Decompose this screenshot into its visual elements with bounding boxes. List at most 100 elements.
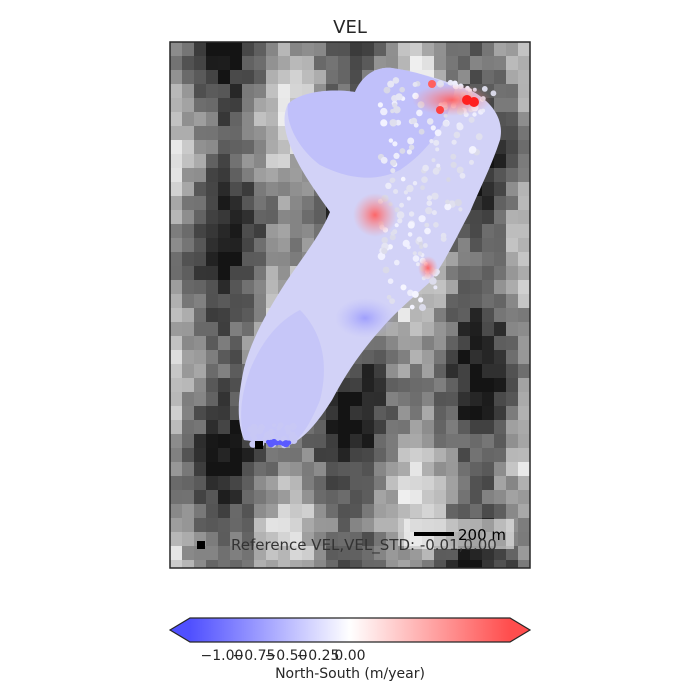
terrain-cell <box>206 308 218 322</box>
terrain-cell <box>518 98 530 112</box>
terrain-cell <box>506 336 518 350</box>
terrain-cell <box>206 42 218 56</box>
measurement-point <box>421 176 428 183</box>
terrain-cell <box>338 42 350 56</box>
measurement-point <box>393 106 401 114</box>
terrain-cell <box>266 168 278 182</box>
terrain-cell <box>230 560 242 568</box>
terrain-cell <box>242 266 254 280</box>
terrain-cell <box>254 56 266 70</box>
terrain-cell <box>182 546 194 560</box>
terrain-cell <box>518 294 530 308</box>
measurement-point <box>380 119 388 127</box>
terrain-cell <box>230 490 242 504</box>
measurement-point <box>435 147 440 152</box>
terrain-cell <box>434 56 446 70</box>
measurement-point <box>432 167 440 175</box>
terrain-cell <box>266 532 278 546</box>
terrain-cell <box>506 266 518 280</box>
terrain-cell <box>230 238 242 252</box>
terrain-cell <box>242 98 254 112</box>
measurement-point <box>395 119 402 126</box>
terrain-cell <box>218 364 230 378</box>
terrain-cell <box>218 266 230 280</box>
terrain-cell <box>194 140 206 154</box>
terrain-cell <box>218 546 230 560</box>
measurement-point <box>285 425 292 432</box>
terrain-cell <box>302 56 314 70</box>
terrain-cell <box>362 364 374 378</box>
terrain-cell <box>194 154 206 168</box>
terrain-cell <box>506 196 518 210</box>
measurement-point <box>429 139 434 144</box>
terrain-cell <box>506 154 518 168</box>
terrain-cell <box>194 546 206 560</box>
terrain-cell <box>398 406 410 420</box>
terrain-cell <box>518 504 530 518</box>
terrain-cell <box>410 378 422 392</box>
terrain-cell <box>230 322 242 336</box>
measurement-point <box>433 222 439 228</box>
measurement-point <box>250 428 257 435</box>
terrain-cell <box>446 294 458 308</box>
terrain-cell <box>494 504 506 518</box>
measurement-point <box>392 77 400 84</box>
terrain-cell <box>518 448 530 462</box>
terrain-cell <box>266 154 278 168</box>
terrain-cell <box>506 392 518 406</box>
measurement-point <box>394 223 399 228</box>
measurement-point <box>468 116 475 123</box>
terrain-cell <box>494 210 506 224</box>
red-point <box>428 80 436 88</box>
terrain-cell <box>242 462 254 476</box>
terrain-cell <box>182 560 194 568</box>
terrain-cell <box>470 504 482 518</box>
terrain-cell <box>518 406 530 420</box>
terrain-cell <box>230 462 242 476</box>
terrain-cell <box>230 448 242 462</box>
colorbar-tick-label: 0.00 <box>334 648 365 664</box>
terrain-cell <box>422 490 434 504</box>
terrain-cell <box>218 112 230 126</box>
terrain-cell <box>374 518 386 532</box>
terrain-cell <box>170 308 182 322</box>
terrain-cell <box>482 294 494 308</box>
terrain-cell <box>458 336 470 350</box>
terrain-cell <box>410 392 422 406</box>
terrain-cell <box>242 532 254 546</box>
terrain-cell <box>446 280 458 294</box>
terrain-cell <box>194 448 206 462</box>
terrain-cell <box>518 434 530 448</box>
measurement-point <box>418 215 426 223</box>
terrain-cell <box>326 490 338 504</box>
terrain-cell <box>218 448 230 462</box>
terrain-cell <box>218 392 230 406</box>
terrain-cell <box>254 126 266 140</box>
terrain-cell <box>494 182 506 196</box>
measurement-point <box>454 199 462 207</box>
terrain-cell <box>422 546 434 560</box>
measurement-point <box>412 255 420 262</box>
terrain-cell <box>494 224 506 238</box>
terrain-cell <box>230 84 242 98</box>
terrain-cell <box>182 462 194 476</box>
terrain-cell <box>254 98 266 112</box>
terrain-cell <box>218 434 230 448</box>
terrain-cell <box>362 560 374 568</box>
terrain-cell <box>482 182 494 196</box>
terrain-cell <box>194 350 206 364</box>
terrain-cell <box>314 476 326 490</box>
terrain-cell <box>290 56 302 70</box>
terrain-cell <box>362 350 374 364</box>
terrain-cell <box>362 42 374 56</box>
terrain-cell <box>194 98 206 112</box>
terrain-cell <box>482 546 494 560</box>
colorbar-outline <box>168 617 532 643</box>
terrain-cell <box>458 70 470 84</box>
terrain-cell <box>470 42 482 56</box>
terrain-cell <box>290 252 302 266</box>
terrain-cell <box>458 238 470 252</box>
colorbar-ticks: −1.00−0.75−0.50−0.250.00 <box>201 648 366 664</box>
measurement-point <box>406 149 412 155</box>
terrain-cell <box>458 560 470 568</box>
